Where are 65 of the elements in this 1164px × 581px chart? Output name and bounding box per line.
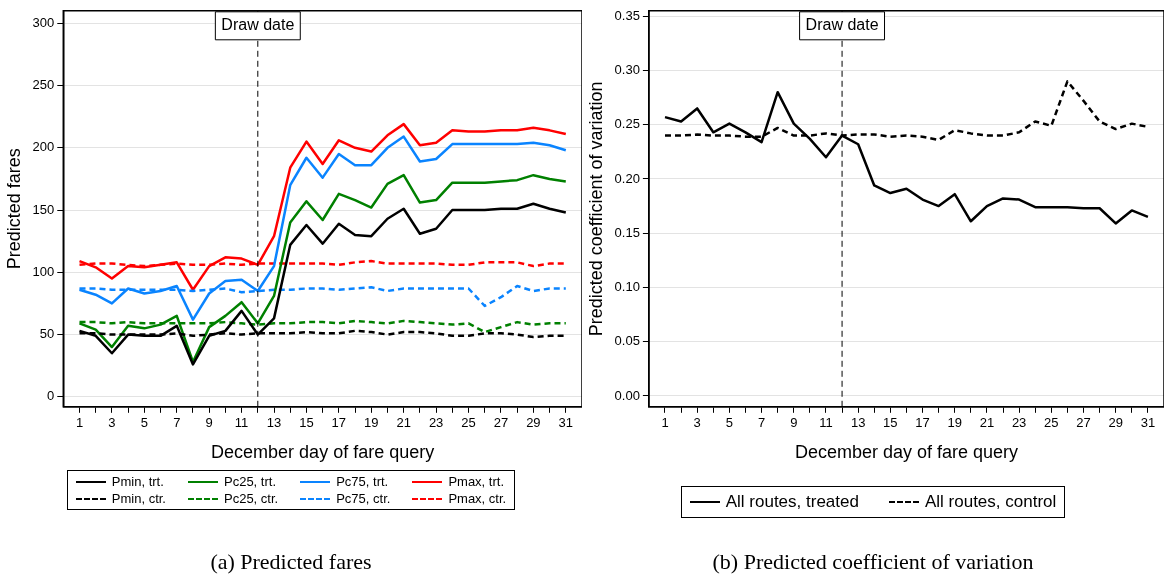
y-axis-title: Predicted coefficient of variation [585,81,606,337]
x-tick-label: 11 [819,415,833,431]
legend-label: All routes, treated [725,492,859,512]
legend-label: Pc25, trt. [223,474,277,489]
ref-line-label: Draw date [221,16,295,34]
y-tick-label: 0.30 [614,62,640,78]
x-tick-label: 25 [1044,415,1059,431]
x-tick-label: 3 [693,415,701,431]
x-tick-label: 9 [790,415,798,431]
x-tick-label: 1 [75,415,84,431]
x-tick-label: 23 [1011,415,1027,431]
y-tick-label: 0.15 [614,224,640,240]
x-tick-label: 17 [331,415,347,431]
y-tick-label: 150 [32,201,55,217]
x-axis-title: December day of fare query [794,442,1019,463]
x-tick-label: 17 [915,415,930,431]
x-tick-label: 3 [108,415,116,431]
x-tick-label: 13 [850,415,866,431]
legend-label: Pc75, ctr. [336,491,391,506]
x-tick-label: 7 [173,415,181,431]
x-tick-label: 31 [1140,415,1156,431]
x-tick-label: 19 [364,415,379,431]
x-tick-label: 21 [979,415,995,431]
x-tick-label: 9 [205,415,213,431]
y-tick-label: 0.05 [614,333,640,349]
legend-label: Pc25, ctr. [223,491,279,506]
x-tick-label: 29 [526,415,541,431]
legend-label: Pmax, ctr. [448,491,507,506]
x-tick-label: 27 [1076,415,1091,431]
ref-line-label: Draw date [805,16,879,34]
x-tick-label: 5 [140,415,148,431]
x-tick-label: 5 [725,415,733,431]
y-tick-label: 100 [32,263,55,279]
y-tick-label: 50 [39,326,55,342]
y-tick-label: 0.10 [614,279,640,295]
text: (a) Predicted fares [210,549,372,575]
x-tick-label: 25 [461,415,476,431]
legend-label: Pmin, trt. [111,474,164,489]
x-tick-label: 21 [396,415,411,431]
legend-label: Pmin, ctr. [111,491,166,506]
x-tick-label: 29 [1108,415,1123,431]
y-tick-label: 250 [32,77,55,93]
y-tick-label: 300 [32,14,55,30]
x-tick-label: 31 [558,415,574,431]
y-tick-label: 0 [47,388,55,404]
x-tick-label: 1 [661,415,669,431]
legend-label: Pmax, trt. [448,474,505,489]
x-tick-label: 23 [428,415,444,431]
x-tick-label: 15 [883,415,898,431]
y-tick-label: 0.35 [614,7,640,23]
x-tick-label: 19 [947,415,962,431]
x-tick-label: 11 [234,415,249,431]
x-axis-title: December day of fare query [211,442,435,463]
x-tick-label: 13 [266,415,282,431]
legend-label: All routes, control [924,492,1057,512]
x-tick-label: 27 [493,415,509,431]
y-tick-label: 0.25 [614,116,640,132]
y-tick-label: 0.20 [614,170,640,186]
text: (b) Predicted coefficient of variation [712,549,1034,575]
x-tick-label: 15 [299,415,314,431]
y-tick-label: 0.00 [614,387,640,403]
legend-label: Pc75, trt. [336,474,389,489]
y-axis-title: Predicted fares [3,148,24,270]
x-tick-label: 7 [757,415,766,431]
y-tick-label: 200 [32,139,55,155]
